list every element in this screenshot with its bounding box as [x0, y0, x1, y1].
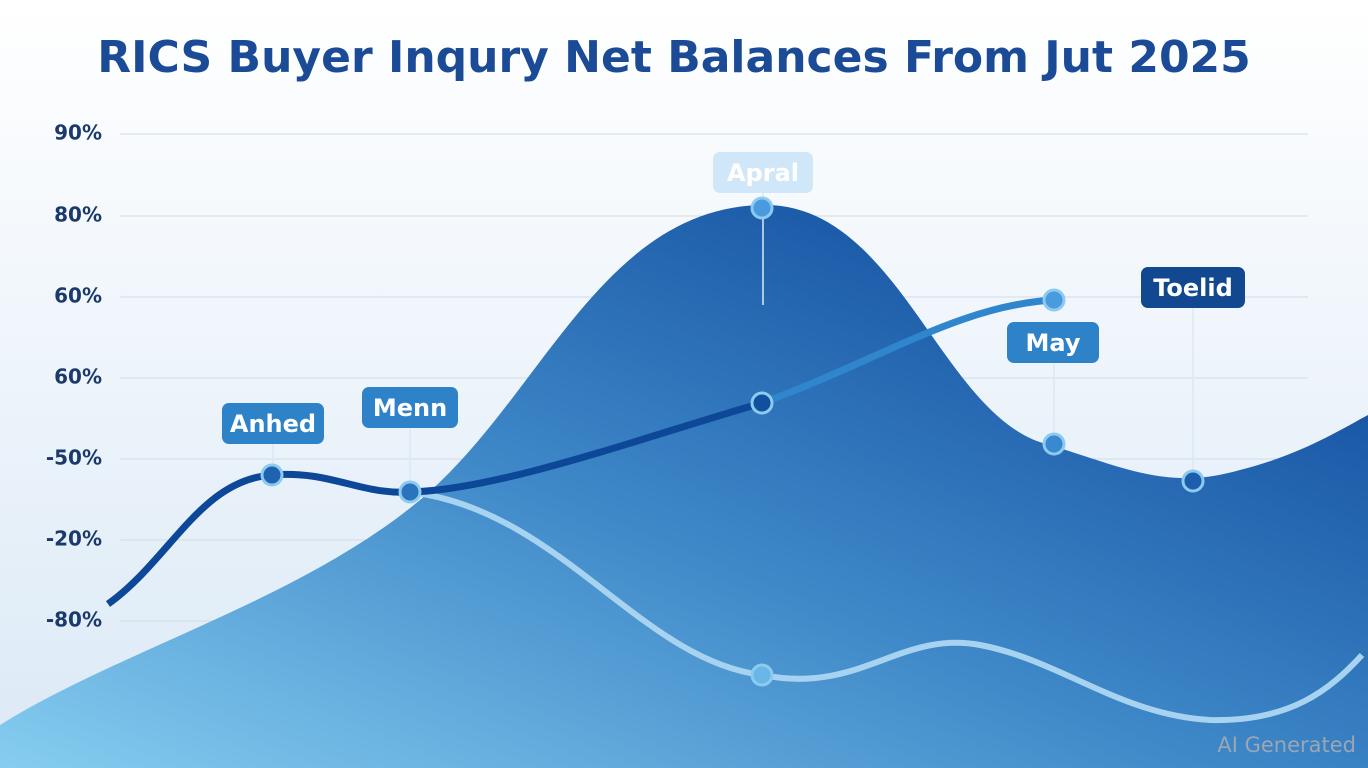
- y-axis-label: -80%: [46, 608, 102, 632]
- callout-box: [1007, 322, 1099, 363]
- callout-box: [713, 152, 813, 193]
- grid: 90% 80% 60% 60% -50% -20% -80%: [46, 121, 1308, 632]
- y-axis-label: 60%: [54, 365, 102, 389]
- callout-label: Toelid: [1153, 274, 1233, 302]
- markers: [260, 196, 1205, 687]
- callouts: Anhed Menn Apral May Toelid: [222, 152, 1245, 444]
- watermark: AI Generated: [1217, 733, 1356, 757]
- callout-box: [1141, 267, 1245, 308]
- y-axis-label: -50%: [46, 446, 102, 470]
- callout-label: Apral: [727, 159, 799, 187]
- y-axis-label: -20%: [46, 527, 102, 551]
- y-axis-label: 80%: [54, 203, 102, 227]
- y-axis-label: 90%: [54, 121, 102, 145]
- callout-label: May: [1026, 329, 1081, 357]
- area: [0, 204, 1368, 768]
- callout-box: [362, 387, 458, 428]
- callout-label: Anhed: [230, 410, 316, 438]
- light-line: [409, 489, 1365, 724]
- y-axis-label: 60%: [54, 284, 102, 308]
- blue-line: [760, 296, 1055, 407]
- callout-box: [222, 403, 324, 444]
- callout-label: Menn: [373, 394, 447, 422]
- chart-title: RICS Buyer Inqury Net Balances From Jut …: [97, 32, 1251, 83]
- dark-line: [105, 399, 763, 607]
